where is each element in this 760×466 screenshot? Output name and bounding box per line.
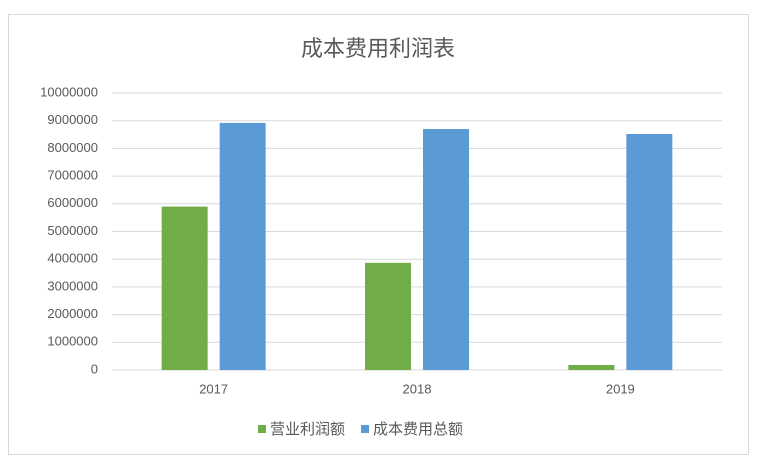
y-tick-label: 1000000 <box>47 334 98 349</box>
y-tick-label: 6000000 <box>47 195 98 210</box>
y-tick-label: 5000000 <box>47 223 98 238</box>
y-tick-label: 4000000 <box>47 251 98 266</box>
y-tick-label: 7000000 <box>47 168 98 183</box>
bar <box>161 206 208 370</box>
bar <box>568 365 615 370</box>
x-tick-label: 2019 <box>606 381 635 396</box>
bar <box>219 122 266 370</box>
bar <box>423 129 469 370</box>
y-tick-label: 0 <box>91 361 98 376</box>
y-tick-label: 9000000 <box>47 112 98 127</box>
bar <box>365 262 411 370</box>
x-tick-label: 2017 <box>199 381 228 396</box>
bar <box>626 133 673 370</box>
legend-swatch <box>361 425 370 433</box>
legend-label: 成本费用总额 <box>373 421 463 438</box>
x-tick-label: 2018 <box>403 381 432 396</box>
y-tick-label: 10000000 <box>40 84 98 99</box>
y-tick-label: 8000000 <box>47 140 98 155</box>
y-tick-label: 3000000 <box>47 278 98 293</box>
legend-label: 营业利润额 <box>270 421 345 438</box>
legend-swatch <box>258 425 266 433</box>
chart-frame <box>8 14 749 455</box>
chart-title: 成本费用利润表 <box>301 36 455 61</box>
y-tick-label: 2000000 <box>47 306 98 321</box>
